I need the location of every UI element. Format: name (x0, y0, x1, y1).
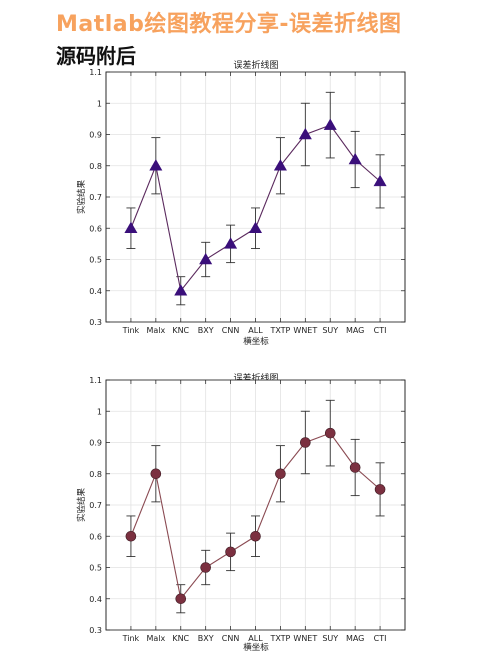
y-tick-label: 0.3 (89, 626, 102, 635)
y-tick-label: 0.6 (89, 532, 102, 541)
data-point-triangle (174, 284, 188, 296)
data-point-circle (324, 427, 336, 439)
x-tick-label: Malx (146, 634, 165, 643)
x-tick-label: TXTP (269, 634, 290, 643)
data-point-circle (175, 593, 187, 605)
y-tick-label: 0.6 (89, 224, 102, 233)
post-subtitle: 源码附后 (56, 44, 136, 68)
y-tick-label: 1 (97, 407, 102, 416)
x-tick-label: TXTP (269, 326, 290, 335)
y-tick-label: 0.7 (89, 193, 102, 202)
x-tick-label: KNC (172, 326, 189, 335)
data-point-triangle (348, 152, 362, 165)
y-tick-label: 0.5 (89, 256, 102, 265)
x-tick-label: WNET (293, 326, 317, 335)
y-axis-label: 实验结果 (76, 180, 87, 215)
data-point-circle (200, 562, 211, 573)
y-tick-label: 0.7 (89, 501, 102, 510)
x-tick-label: CTI (374, 326, 387, 335)
data-point-circle (225, 546, 236, 558)
x-tick-label: ALL (248, 634, 263, 643)
x-tick-label: Malx (146, 326, 165, 335)
data-point-triangle (298, 127, 312, 140)
data-point-triangle (248, 221, 263, 234)
y-tick-label: 0.9 (89, 439, 102, 448)
data-point-triangle (323, 118, 337, 130)
data-point-circle (374, 484, 386, 495)
y-tick-label: 1.1 (89, 376, 102, 385)
x-tick-label: BXY (198, 634, 214, 643)
data-point-circle (349, 462, 361, 473)
x-tick-label: BXY (198, 326, 214, 335)
x-tick-label: MAG (346, 634, 364, 643)
post-title: Matlab绘图教程分享-误差折线图 (56, 12, 402, 37)
x-tick-label: CTI (374, 634, 387, 643)
data-point-triangle (124, 221, 138, 234)
x-tick-label: CNN (222, 634, 240, 643)
data-point-triangle (149, 159, 163, 171)
y-axis-label: 实验结果 (76, 488, 87, 523)
y-tick-label: 0.3 (89, 318, 102, 327)
x-axis-label: 横坐标 (243, 336, 269, 347)
data-point-triangle (199, 252, 213, 265)
x-tick-label: KNC (172, 634, 189, 643)
data-point-circle (300, 437, 311, 448)
x-tick-label: CNN (222, 326, 240, 335)
x-axis-label: 横坐标 (243, 642, 269, 653)
data-point-circle (275, 468, 286, 480)
y-tick-label: 1.1 (89, 68, 102, 77)
x-tick-label: SUY (322, 326, 338, 335)
error-line-chart-circle: 误差折线图 横坐标 实验结果 0.30.40.50.60.70.80.911.1… (76, 372, 406, 653)
y-tick-label: 1 (97, 99, 102, 108)
x-tick-label: MAG (346, 326, 364, 335)
x-tick-label: Tink (122, 326, 140, 335)
plot-border (105, 379, 406, 631)
chart-title: 误差折线图 (233, 59, 278, 71)
data-point-triangle (373, 174, 387, 187)
y-tick-label: 0.8 (89, 162, 102, 171)
data-point-circle (250, 530, 261, 542)
y-tick-label: 0.5 (89, 564, 102, 573)
y-tick-label: 0.9 (89, 131, 102, 140)
plot-border (105, 71, 406, 323)
y-tick-label: 0.4 (89, 287, 102, 296)
x-tick-label: WNET (293, 634, 317, 643)
y-tick-label: 0.4 (89, 595, 102, 604)
x-tick-label: ALL (248, 326, 263, 335)
data-point-circle (125, 530, 137, 542)
x-tick-label: SUY (322, 634, 338, 643)
error-line-chart-triangle: 误差折线图 横坐标 实验结果 0.3 0.4 0.5 0.6 0.7 0.8 0.9 1 1.1… (76, 59, 406, 347)
data-point-circle (150, 468, 162, 480)
data-point-triangle (273, 159, 287, 171)
y-tick-label: 0.8 (89, 470, 102, 479)
x-tick-label: Tink (122, 634, 140, 643)
data-point-triangle (224, 237, 238, 249)
